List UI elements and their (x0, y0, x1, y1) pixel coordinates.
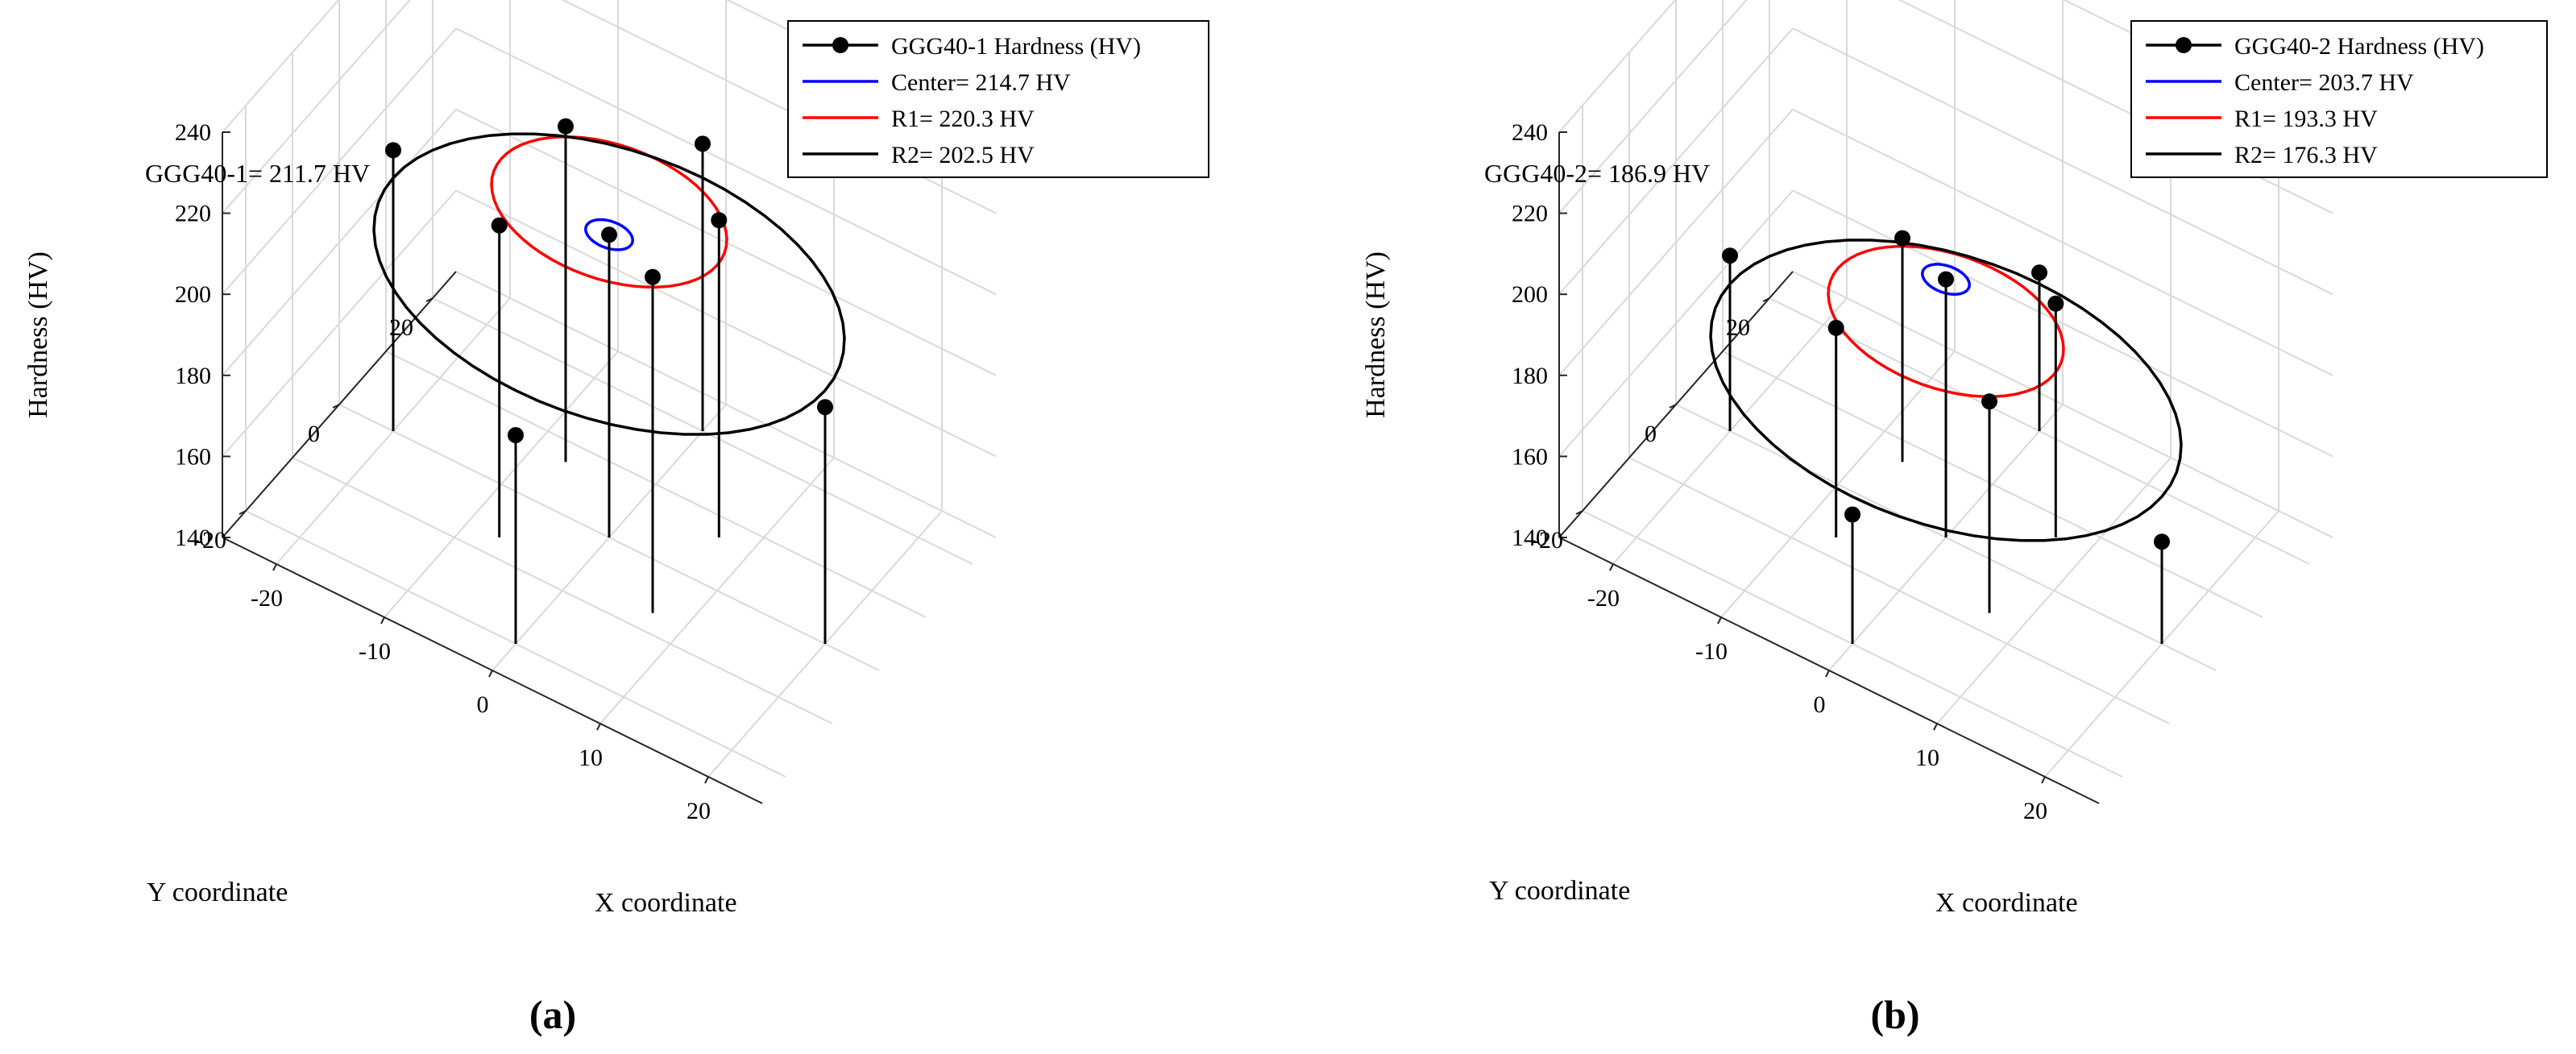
floor-gridline-y (1722, 351, 2263, 618)
x-tick-label: 20 (687, 798, 711, 824)
z-tick-label: 220 (1512, 201, 1548, 227)
legend-entry: R2= 202.5 HV (891, 142, 1035, 168)
z-tick-label: 180 (175, 363, 211, 389)
legend-box (787, 20, 1209, 178)
x-tick-label: -10 (1695, 638, 1728, 665)
y-tick (332, 404, 340, 409)
data-point (508, 427, 524, 443)
z-tick-label: 240 (1512, 119, 1548, 146)
x-tick-label: 10 (1915, 745, 1939, 771)
z-tick-label: 200 (1512, 281, 1548, 308)
x-tick (1825, 670, 1830, 678)
x-tick (596, 723, 601, 731)
data-point (711, 212, 728, 229)
y-tick (1669, 404, 1677, 409)
data-point (2047, 295, 2064, 312)
legend-entry: Center= 203.7 HV (2234, 69, 2414, 96)
floor-gridline-y (385, 351, 927, 618)
x-tick-label: 0 (1814, 691, 1826, 718)
x-tick (380, 616, 385, 625)
legend-entry: GGG40-1 Hardness (HV) (891, 33, 1141, 60)
legend: GGG40-2 Hardness (HV) Center= 203.7 HV R1=… (2130, 20, 2548, 178)
chart-panel-b: 140160180200220240-20-1001020-20020Hardn… (1361, 0, 2548, 1037)
x-axis-label: X coordinate (595, 888, 737, 918)
data-point (695, 135, 711, 152)
z-tick-label: 160 (175, 443, 211, 470)
x-tick-label: -20 (1587, 585, 1620, 612)
z-tick-label: 140 (1512, 525, 1548, 551)
legend-entry: R2= 176.3 HV (2234, 142, 2378, 168)
y-tick-label: -20 (1531, 527, 1563, 554)
y-tick (239, 510, 247, 515)
z-axis-label: Hardness (HV) (23, 251, 53, 418)
x-tick (2041, 776, 2046, 784)
legend-marker (832, 37, 848, 53)
legend: GGG40-1 Hardness (HV) Center= 214.7 HV R1=… (787, 20, 1209, 178)
legend-box (2130, 20, 2548, 178)
data-point (385, 142, 401, 159)
z-axis-label: Hardness (HV) (1361, 251, 1391, 418)
y-tick (425, 297, 433, 302)
y-tick-label: 0 (1645, 421, 1657, 447)
z-tick-label: 200 (175, 281, 211, 308)
x-tick (488, 670, 493, 678)
panel-label: (b) (1870, 992, 1919, 1037)
wall-gridline-z (1558, 0, 1677, 133)
y-tick-label: -20 (194, 527, 226, 554)
x-tick-label: 0 (477, 691, 489, 718)
x-tick (704, 776, 709, 784)
data-point (1722, 247, 1738, 264)
x-tick-label: -20 (251, 585, 283, 612)
y-axis-label: Y coordinate (147, 878, 288, 907)
floor-gridline-y (1628, 457, 2170, 724)
data-point (645, 268, 661, 285)
ring-center (1921, 263, 1971, 296)
data-point (1827, 319, 1844, 336)
z-tick-label: 160 (1512, 443, 1548, 470)
y-axis-label: Y coordinate (1489, 876, 1630, 906)
z-tick-label: 140 (175, 525, 211, 551)
data-point (2031, 264, 2047, 281)
x-tick-label: 20 (2023, 798, 2047, 824)
data-point (1844, 506, 1860, 523)
x-tick (1717, 616, 1722, 625)
data-point (601, 226, 617, 243)
legend-entry: Center= 214.7 HV (891, 69, 1071, 96)
data-point (558, 118, 574, 135)
data-point (2154, 533, 2170, 550)
wall-gridline-z (222, 0, 340, 133)
x-tick (1609, 563, 1614, 571)
z-tick-label: 220 (175, 201, 211, 227)
data-point (1894, 230, 1910, 247)
z-tick-label: 180 (1512, 363, 1548, 389)
x-tick (1933, 723, 1938, 731)
x-tick-label: 10 (579, 745, 603, 771)
legend-entry: GGG40-2 Hardness (HV) (2234, 33, 2484, 60)
data-point (1981, 393, 1997, 410)
floor-gridline-y (292, 457, 833, 724)
panel-label: (a) (529, 992, 576, 1037)
legend-marker (2176, 37, 2192, 53)
data-point (1938, 271, 1954, 288)
y-tick (1575, 510, 1583, 515)
y-tick (1762, 297, 1770, 302)
average-annotation: GGG40-2= 186.9 HV (1484, 159, 1710, 188)
x-axis-label: X coordinate (1935, 888, 2078, 918)
x-tick (272, 563, 277, 571)
x-tick-label: -10 (359, 638, 391, 665)
legend-entry: R1= 220.3 HV (891, 106, 1035, 132)
data-point (491, 217, 508, 234)
average-annotation: GGG40-1= 211.7 HV (145, 159, 370, 188)
legend-entry: R1= 193.3 HV (2234, 106, 2378, 132)
ring-center (584, 218, 634, 251)
chart-panel-a: 140160180200220240-20-1001020-20020Hardn… (23, 0, 1209, 1037)
z-tick-label: 240 (175, 119, 211, 146)
y-tick-label: 0 (308, 421, 320, 447)
data-point (817, 399, 833, 416)
